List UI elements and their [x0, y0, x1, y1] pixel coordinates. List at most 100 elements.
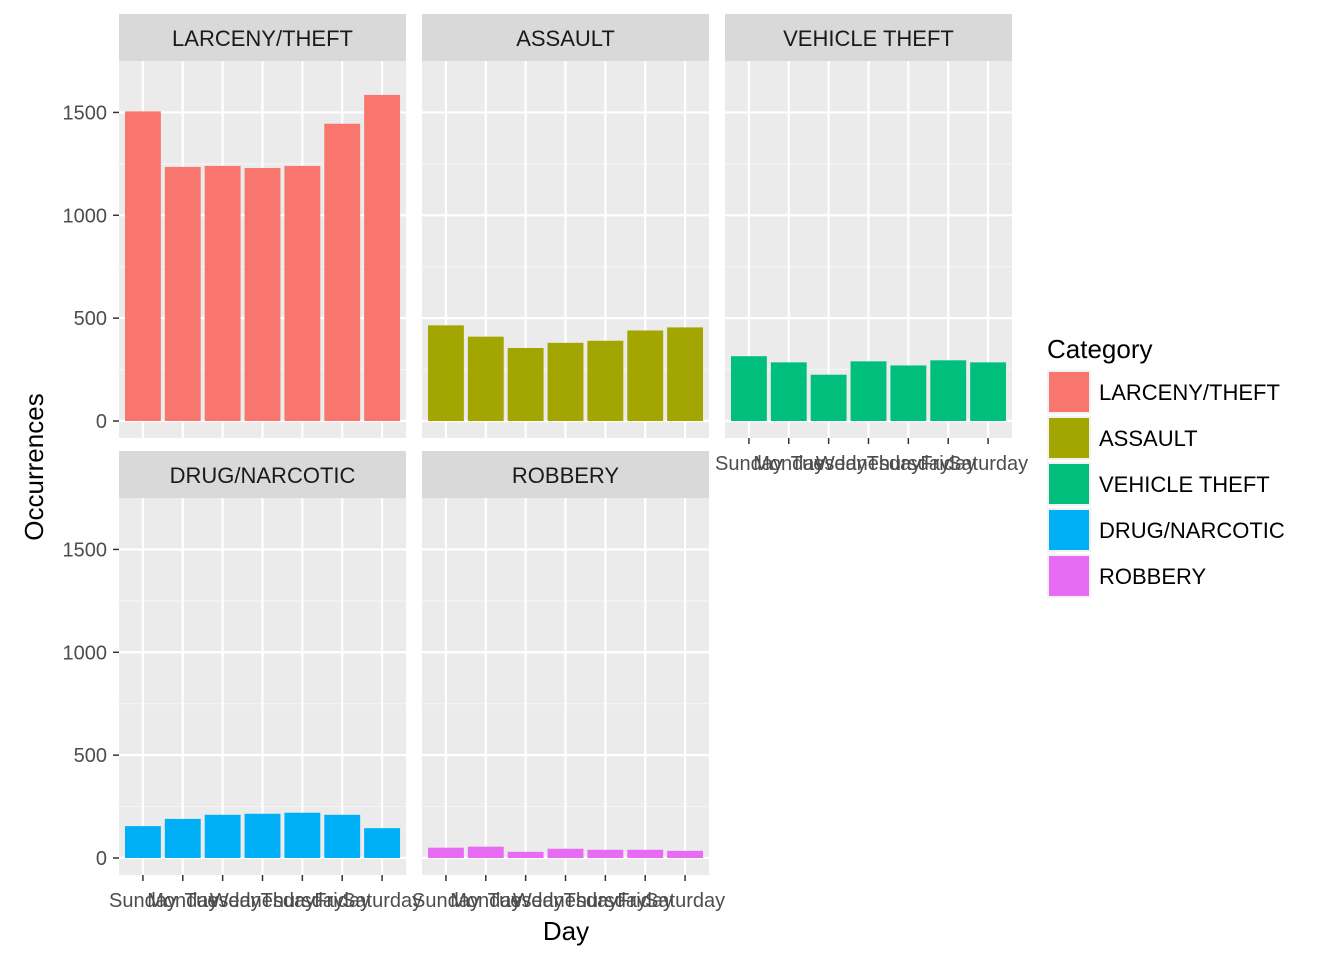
y-tick-label: 500 — [74, 745, 107, 767]
bar — [324, 814, 361, 858]
facet-strip — [422, 451, 709, 498]
facet-strip-label: ROBBERY — [512, 463, 620, 488]
x-tick-label: Saturday — [342, 890, 422, 912]
facet-strip-label: DRUG/NARCOTIC — [170, 463, 356, 488]
x-tick-label: Friday — [920, 453, 976, 475]
bar — [890, 365, 927, 421]
facet-strip-label: LARCENY/THEFT — [172, 26, 353, 51]
x-tick-label: Monday — [147, 890, 218, 912]
x-tick-label: Monday — [753, 453, 824, 475]
bar — [284, 165, 321, 421]
facet-strip — [422, 14, 709, 61]
x-axis-title: Day — [543, 916, 589, 946]
facet-strip — [119, 14, 406, 61]
legend-swatch — [1049, 464, 1089, 504]
y-tick-label: 1500 — [63, 539, 108, 561]
legend-swatch — [1049, 556, 1089, 596]
bar — [547, 848, 584, 858]
legend-label: LARCENY/THEFT — [1099, 380, 1280, 405]
bar — [627, 330, 664, 421]
x-tick-label: Saturday — [645, 890, 725, 912]
y-tick-label: 0 — [96, 411, 107, 433]
bar — [467, 336, 504, 421]
bar — [427, 325, 464, 421]
x-tick-label: Tuesday — [185, 890, 261, 912]
bar — [364, 828, 401, 858]
bar — [507, 851, 544, 858]
x-tick-label: Friday — [617, 890, 673, 912]
bar — [587, 849, 624, 858]
bar — [124, 826, 161, 858]
x-tick-label: Thursday — [867, 453, 950, 475]
bar — [204, 814, 241, 858]
legend-label: VEHICLE THEFT — [1099, 472, 1270, 497]
legend-item: ASSAULT — [1047, 416, 1198, 460]
bar — [164, 166, 201, 421]
y-tick-label: 1000 — [63, 642, 108, 664]
bar — [810, 374, 847, 421]
bar — [124, 111, 161, 422]
y-tick-label: 1000 — [63, 205, 108, 227]
legend-label: DRUG/NARCOTIC — [1099, 518, 1285, 543]
x-tick-label: Thursday — [261, 890, 344, 912]
bar — [427, 847, 464, 858]
bar — [667, 850, 704, 858]
bar — [970, 362, 1007, 421]
legend-item: DRUG/NARCOTIC — [1047, 508, 1285, 552]
bar — [467, 846, 504, 858]
bar — [164, 818, 201, 858]
bar — [244, 813, 281, 858]
x-tick-label: Monday — [450, 890, 521, 912]
bar — [204, 165, 241, 421]
facet-panel: ASSAULT — [422, 14, 709, 438]
bar — [850, 361, 887, 421]
y-tick-label: 500 — [74, 308, 107, 330]
x-tick-label: Friday — [314, 890, 370, 912]
facet-panel: DRUG/NARCOTIC 0 500 1000 1500 SundayMondayTue… — [63, 451, 422, 912]
x-tick-label: Sunday — [412, 890, 480, 912]
bar — [770, 362, 807, 421]
bar — [587, 340, 624, 421]
legend-item: VEHICLE THEFT — [1047, 462, 1270, 506]
x-tick-label: Wednesday — [816, 453, 921, 475]
x-tick-label: Wednesday — [513, 890, 618, 912]
legend-label: ROBBERY — [1099, 564, 1207, 589]
y-tick-label: 0 — [96, 848, 107, 870]
bar — [244, 167, 281, 421]
facet-panel: VEHICLE THEFT SundayMondayTuesdayWednesda… — [715, 14, 1028, 475]
x-tick-label: Thursday — [564, 890, 647, 912]
bar — [627, 849, 664, 858]
legend-swatch — [1049, 372, 1089, 412]
bar — [930, 360, 967, 421]
legend-swatch — [1049, 510, 1089, 550]
y-axis-title: Occurrences — [19, 393, 49, 540]
bar — [324, 123, 361, 421]
facet-strip — [725, 14, 1012, 61]
facet-panel: LARCENY/THEFT 0 500 1000 1500 — [63, 14, 406, 438]
x-tick-label: Tuesday — [791, 453, 867, 475]
bar — [667, 327, 704, 421]
facet-strip — [119, 451, 406, 498]
legend-title: Category — [1047, 334, 1153, 364]
x-tick-label: Wednesday — [210, 890, 315, 912]
x-tick-label: Tuesday — [488, 890, 564, 912]
facet-panel: ROBBERY SundayMondayTuesdayWednesdayThurs… — [412, 451, 725, 912]
x-tick-label: Sunday — [715, 453, 783, 475]
legend: Category LARCENY/THEFT ASSAULT VEHICLE THE… — [1047, 334, 1285, 598]
legend-item: ROBBERY — [1047, 554, 1207, 598]
legend-swatch — [1049, 418, 1089, 458]
facet-strip-label: ASSAULT — [516, 26, 615, 51]
bar — [364, 94, 401, 421]
legend-label: ASSAULT — [1099, 426, 1198, 451]
bar — [547, 342, 584, 421]
bar — [730, 356, 767, 421]
y-tick-label: 1500 — [63, 102, 108, 124]
facet-panels: LARCENY/THEFT 0 500 1000 1500 ASSAULT VEHICLE … — [63, 14, 1028, 912]
x-tick-label: Saturday — [948, 453, 1028, 475]
facet-strip-label: VEHICLE THEFT — [783, 26, 954, 51]
x-tick-label: Sunday — [109, 890, 177, 912]
bar — [284, 812, 321, 858]
bar — [507, 347, 544, 421]
legend-item: LARCENY/THEFT — [1047, 370, 1280, 414]
